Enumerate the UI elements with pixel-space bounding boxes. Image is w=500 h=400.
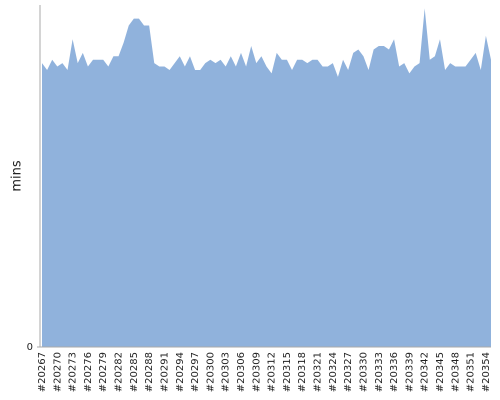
x-tick-label: #20300 xyxy=(205,352,216,392)
x-tick-label: #20288 xyxy=(144,352,155,392)
x-tick-label: #20318 xyxy=(297,352,308,392)
x-tick-label: #20351 xyxy=(466,352,477,392)
x-tick-label: #20348 xyxy=(450,352,461,392)
x-tick-label: #20333 xyxy=(374,352,385,392)
x-tick-label: #20309 xyxy=(251,352,262,392)
x-tick-label: #20276 xyxy=(83,352,94,392)
x-tick-label: #20270 xyxy=(52,352,63,392)
x-tick-label: #20342 xyxy=(420,352,431,392)
x-tick-label: #20306 xyxy=(236,352,247,392)
x-tick-label: #20315 xyxy=(282,352,293,392)
x-tick-label: #20297 xyxy=(190,352,201,392)
x-tick-label: #20339 xyxy=(404,352,415,392)
x-tick-label: #20282 xyxy=(114,352,125,392)
x-tick-label: #20303 xyxy=(221,352,232,392)
x-tick-label: #20321 xyxy=(313,352,324,392)
x-tick-label: #20336 xyxy=(389,352,400,392)
x-tick-label: #20312 xyxy=(267,352,278,392)
x-tick-label: #20354 xyxy=(481,352,492,392)
x-tick-label: #20267 xyxy=(37,352,48,392)
x-tick-label: #20330 xyxy=(358,352,369,392)
x-tick-label: #20345 xyxy=(435,352,446,392)
y-tick-label: 0 xyxy=(27,342,33,353)
x-tick-label: #20285 xyxy=(129,352,140,392)
x-tick-label: #20294 xyxy=(175,352,186,392)
x-tick-label: #20273 xyxy=(68,352,79,392)
x-tick-label: #20279 xyxy=(98,352,109,392)
x-tick-label: #20327 xyxy=(343,352,354,392)
x-tick-label: #20291 xyxy=(159,352,170,392)
y-axis-label: mins xyxy=(10,160,25,192)
x-tick-label: #20324 xyxy=(328,352,339,392)
area xyxy=(42,8,491,347)
